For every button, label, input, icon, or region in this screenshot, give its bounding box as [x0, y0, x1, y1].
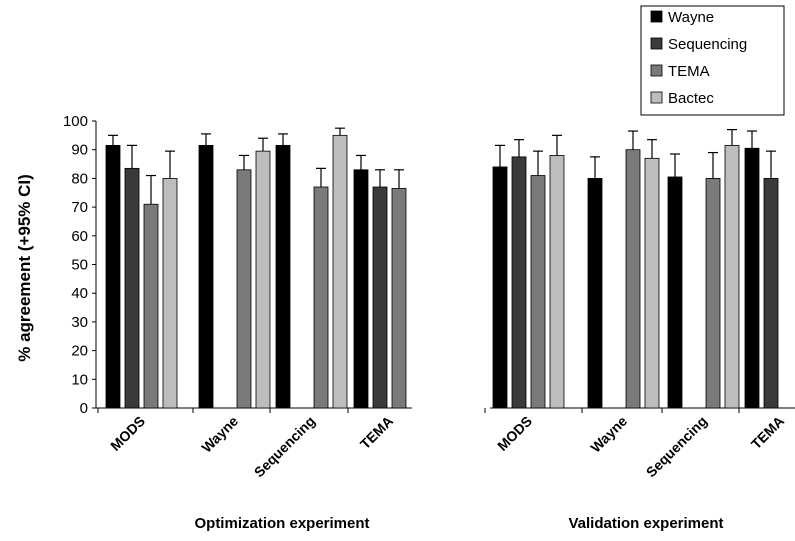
bar	[372, 186, 388, 409]
bar	[353, 169, 369, 409]
bar	[549, 155, 565, 409]
bar	[236, 169, 252, 409]
bar	[492, 166, 508, 409]
legend-swatch	[650, 10, 663, 23]
category-label: TEMA	[748, 413, 787, 452]
y-tick-label: 30	[71, 314, 88, 331]
bar	[105, 144, 121, 409]
category-label: Sequencing	[251, 413, 318, 480]
legend-swatch	[650, 37, 663, 50]
bar	[511, 156, 527, 409]
category-label: Sequencing	[643, 413, 710, 480]
legend-label: Sequencing	[668, 36, 747, 53]
legend-swatch	[650, 91, 663, 104]
legend-label: Bactec	[668, 90, 714, 107]
bar	[391, 188, 407, 409]
legend-box	[640, 5, 785, 116]
bar	[143, 203, 159, 409]
y-tick-label: 10	[71, 371, 88, 388]
bar	[587, 177, 603, 409]
y-tick-label: 0	[80, 400, 88, 417]
bar	[705, 177, 721, 409]
bar	[667, 176, 683, 409]
y-axis-label: % agreement (+95% CI)	[15, 174, 34, 362]
legend-label: TEMA	[668, 63, 710, 80]
y-tick-label: 100	[63, 113, 88, 130]
y-tick-label: 40	[71, 285, 88, 302]
category-label: TEMA	[357, 413, 396, 452]
bar	[162, 177, 178, 409]
group-label-optimization: Optimization experiment	[194, 515, 369, 532]
bar	[644, 157, 660, 409]
y-tick-label: 50	[71, 257, 88, 274]
bar	[530, 175, 546, 409]
bar	[124, 167, 140, 409]
bar	[275, 144, 291, 409]
bar	[625, 149, 641, 409]
group-label-validation: Validation experiment	[568, 515, 723, 532]
category-label: Wayne	[587, 413, 630, 456]
y-tick-label: 20	[71, 343, 88, 360]
legend: Wayne Sequencing TEMA Bactec	[640, 5, 785, 116]
bar	[763, 177, 779, 409]
legend-swatch	[650, 64, 663, 77]
bar	[255, 150, 271, 409]
category-label: MODS	[494, 413, 535, 454]
y-tick-label: 70	[71, 199, 88, 216]
bar	[724, 144, 740, 409]
y-tick-label: 80	[71, 170, 88, 187]
legend-label: Wayne	[668, 9, 714, 26]
bar	[313, 186, 329, 409]
bar	[332, 134, 348, 409]
y-tick-label: 90	[71, 142, 88, 159]
category-label: Wayne	[198, 413, 241, 456]
y-tick-label: 60	[71, 228, 88, 245]
category-label: MODS	[107, 413, 148, 454]
bar	[198, 144, 214, 409]
bar	[744, 147, 760, 409]
